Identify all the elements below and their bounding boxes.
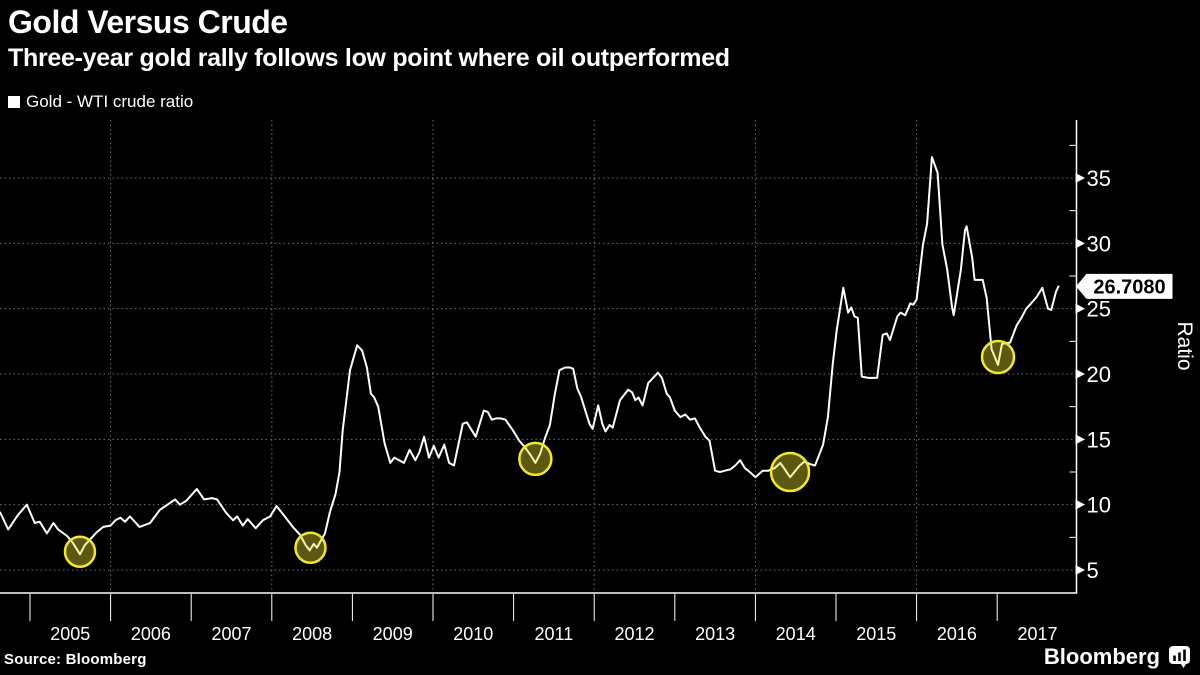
source-note: Source: Bloomberg [4,651,147,668]
x-axis-year-label: 2016 [937,624,977,644]
low-point-highlight [518,441,553,477]
y-tick-label: 10 [1087,493,1111,518]
chart-subtitle: Three-year gold rally follows low point … [8,44,730,72]
x-axis-year-label: 2015 [856,624,896,644]
y-tick-label: 5 [1087,558,1099,583]
y-tick-arrow-icon [1075,434,1085,445]
x-axis-year-label: 2011 [535,624,574,644]
x-axis-year-label: 2013 [695,624,735,644]
x-axis-year-label: 2007 [211,624,251,644]
low-point-highlight [769,451,811,493]
legend-swatch-icon [8,96,20,108]
y-tick-arrow-icon [1075,565,1085,575]
last-value-label: 26.7080 [1093,276,1165,298]
x-axis-year-label: 2009 [373,624,413,644]
y-tick-label: 15 [1087,427,1111,452]
x-axis-year-label: 2006 [131,624,171,644]
y-tick-arrow-icon [1075,172,1085,183]
legend-label: Gold - WTI crude ratio [26,92,194,111]
x-axis-year-label: 2008 [292,624,332,644]
last-value-flag-shape [1076,273,1173,299]
y-tick-arrow-icon [1075,499,1085,510]
low-point-markers [63,339,1016,568]
ratio-line-series [0,156,1060,556]
y-tick-arrow-icon [1075,368,1085,379]
low-point-highlight [980,339,1016,375]
legend: Gold - WTI crude ratio [8,92,193,112]
x-axis-year-label: 2014 [776,624,816,644]
y-axis-title: Ratio [1173,321,1196,371]
x-axis: 2005 2006 2007 2008 2009 2010 2011 2012 2013 2014… [29,594,1058,644]
x-axis-year-label: 2010 [453,624,493,644]
x-axis-year-label: 2012 [614,624,654,644]
x-axis-year-label: 2017 [1017,624,1057,644]
x-axis-year-label: 2005 [50,624,90,644]
low-point-highlight [294,531,327,565]
low-point-highlight [63,535,97,568]
y-tick-label: 20 [1087,362,1111,387]
y-tick-label: 25 [1087,297,1111,322]
y-minor-ticks [1069,144,1077,538]
y-tick-label: 35 [1087,166,1111,191]
y-tick-arrow-icon [1075,303,1085,314]
bloomberg-logo: Bloomberg [1044,644,1192,670]
last-value-flag: 26.7080 [1076,273,1173,299]
y-tick-arrow-icon [1075,238,1085,249]
axes [0,120,1078,594]
y-tick-label: 30 [1087,231,1111,256]
chart-title: Gold Versus Crude [8,4,288,40]
gridlines [0,120,1077,592]
y-axis-ticks: 5 10 15 20 25 30 35 [1075,166,1111,583]
bloomberg-logo-text: Bloomberg [1043,644,1160,669]
bloomberg-logo-icon [1169,646,1190,668]
